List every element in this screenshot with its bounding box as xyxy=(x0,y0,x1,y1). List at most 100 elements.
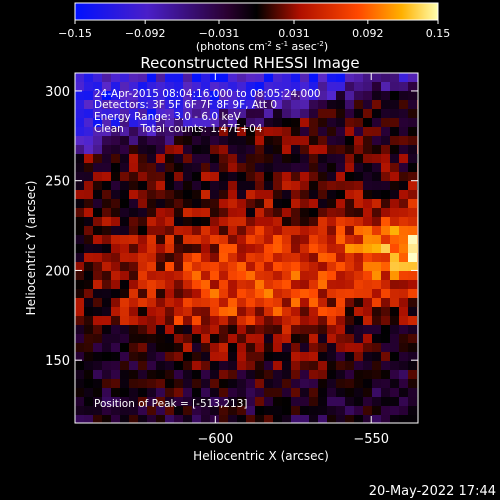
heatmap-cell xyxy=(93,136,103,146)
heatmap-cell xyxy=(408,262,418,272)
heatmap-cell xyxy=(273,73,283,83)
heatmap-cell xyxy=(399,145,409,155)
heatmap-cell xyxy=(372,289,382,299)
heatmap-cell xyxy=(165,406,175,416)
heatmap-cell xyxy=(237,199,247,209)
heatmap-cell xyxy=(309,379,319,389)
heatmap-cell xyxy=(282,127,292,137)
heatmap-cell xyxy=(354,280,364,290)
heatmap-cell xyxy=(165,397,175,407)
heatmap-cell xyxy=(84,100,94,110)
heatmap-cell xyxy=(282,226,292,236)
heatmap-cell xyxy=(192,163,202,173)
heatmap-cell xyxy=(237,316,247,326)
heatmap-cell xyxy=(363,406,373,416)
heatmap-cell xyxy=(372,226,382,236)
heatmap-cell xyxy=(129,289,139,299)
heatmap-cell xyxy=(120,109,130,119)
heatmap-cell xyxy=(363,208,373,218)
heatmap-cell xyxy=(165,235,175,245)
heatmap-cell xyxy=(237,73,247,83)
heatmap-cell xyxy=(381,271,391,281)
heatmap-cell xyxy=(102,181,112,191)
heatmap-cell xyxy=(228,397,238,407)
heatmap-cell xyxy=(147,163,157,173)
heatmap-cell xyxy=(273,334,283,344)
heatmap-cell xyxy=(291,217,301,227)
heatmap-cell xyxy=(390,379,400,389)
heatmap-cell xyxy=(84,91,94,101)
heatmap-cell xyxy=(318,217,328,227)
heatmap-cell xyxy=(255,181,265,191)
heatmap-cell xyxy=(246,163,256,173)
heatmap-cell xyxy=(354,217,364,227)
heatmap-cell xyxy=(264,334,274,344)
heatmap-cell xyxy=(174,271,184,281)
heatmap-cell xyxy=(318,280,328,290)
heatmap-cell xyxy=(219,370,229,380)
heatmap-cell xyxy=(201,118,211,128)
heatmap-cell xyxy=(93,82,103,92)
heatmap-cell xyxy=(156,280,166,290)
heatmap-cell xyxy=(309,217,319,227)
heatmap-cell xyxy=(399,163,409,173)
heatmap-cell xyxy=(138,262,148,272)
heatmap-cell xyxy=(219,91,229,101)
heatmap-cell xyxy=(120,316,130,326)
heatmap-cell xyxy=(363,136,373,146)
heatmap-cell xyxy=(237,388,247,398)
heatmap-cell xyxy=(129,190,139,200)
heatmap-cell xyxy=(192,388,202,398)
heatmap-cell xyxy=(210,280,220,290)
heatmap-cell xyxy=(363,109,373,119)
heatmap-cell xyxy=(120,253,130,263)
heatmap-cell xyxy=(300,109,310,119)
heatmap-cell xyxy=(264,253,274,263)
heatmap-cell xyxy=(228,154,238,164)
heatmap-cell xyxy=(264,100,274,110)
heatmap-cell xyxy=(273,298,283,308)
heatmap-cell xyxy=(273,145,283,155)
heatmap-cell xyxy=(84,406,94,416)
heatmap-cell xyxy=(228,226,238,236)
heatmap-cell xyxy=(264,379,274,389)
heatmap-cell xyxy=(318,109,328,119)
heatmap-cell xyxy=(84,181,94,191)
heatmap-cell xyxy=(264,316,274,326)
heatmap-cell xyxy=(228,388,238,398)
heatmap-cell xyxy=(165,163,175,173)
heatmap-cell xyxy=(183,361,193,371)
heatmap-cell xyxy=(147,118,157,128)
heatmap-cell xyxy=(120,136,130,146)
heatmap-cell xyxy=(129,271,139,281)
heatmap-cell xyxy=(300,190,310,200)
heatmap-cell xyxy=(192,334,202,344)
heatmap-cell xyxy=(291,181,301,191)
heatmap-cell xyxy=(84,82,94,92)
heatmap-cell xyxy=(408,244,418,254)
heatmap-cell xyxy=(210,352,220,362)
heatmap-cell xyxy=(147,262,157,272)
heatmap-cell xyxy=(291,100,301,110)
heatmap-cell xyxy=(327,136,337,146)
heatmap-cell xyxy=(93,73,103,83)
heatmap-cell xyxy=(408,91,418,101)
heatmap-cell xyxy=(336,217,346,227)
heatmap-cell xyxy=(399,325,409,335)
heatmap-cell xyxy=(408,73,418,83)
heatmap-cell xyxy=(255,190,265,200)
heatmap-cell xyxy=(174,226,184,236)
heatmap-cell xyxy=(111,181,121,191)
heatmap-cell xyxy=(210,217,220,227)
heatmap-cell xyxy=(201,154,211,164)
heatmap-cell xyxy=(192,145,202,155)
heatmap-cell xyxy=(192,244,202,254)
heatmap-cell xyxy=(255,163,265,173)
heatmap-cell xyxy=(273,226,283,236)
heatmap-cell xyxy=(273,181,283,191)
heatmap-cell xyxy=(363,73,373,83)
heatmap-cell xyxy=(309,172,319,182)
heatmap-cell xyxy=(129,127,139,137)
heatmap-cell xyxy=(210,307,220,317)
heatmap-cell xyxy=(228,253,238,263)
